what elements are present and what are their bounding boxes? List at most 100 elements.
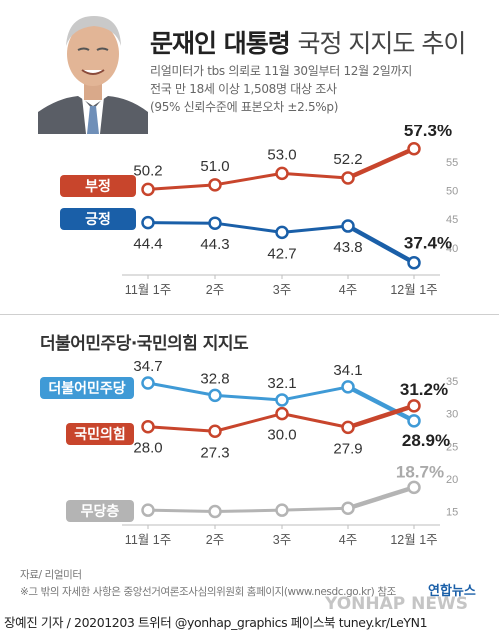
- credit-line: 장예진 기자 / 20201203 트위터 @yonhap_graphics 페…: [4, 615, 428, 630]
- y-tick-label: 50: [446, 186, 458, 198]
- series-name-tag: [66, 500, 134, 522]
- yonhap-logo: 연합뉴스: [428, 584, 476, 599]
- x-tick-label: 4주: [339, 533, 357, 547]
- data-point: [407, 399, 421, 413]
- title-bold: 문재인 대통령: [150, 29, 291, 58]
- data-point: [407, 480, 421, 495]
- data-label: 30.0: [267, 427, 296, 444]
- data-point: [275, 406, 289, 421]
- data-point: [407, 414, 421, 428]
- data-source: 자료/ 리얼미터: [20, 569, 82, 581]
- data-label: 43.8: [333, 239, 362, 256]
- series-name-label: 무당층: [81, 503, 120, 519]
- data-label: 44.3: [200, 236, 229, 253]
- data-label: 27.9: [333, 440, 362, 457]
- party-section-title: 더불어민주당·국민의힘 지지도: [40, 334, 249, 354]
- series-name-label: 국민의힘: [74, 426, 126, 442]
- page-title: 문재인 대통령 국정 지지도 추이: [150, 24, 466, 60]
- data-label: 28.9%: [402, 431, 450, 450]
- x-tick-label: 4주: [339, 283, 357, 297]
- data-point: [208, 178, 222, 192]
- data-label: 51.0: [200, 158, 229, 175]
- data-point: [208, 216, 222, 230]
- data-label: 32.8: [200, 370, 229, 387]
- x-tick-label: 11월 1주: [125, 533, 171, 547]
- data-point: [407, 255, 421, 270]
- data-label: 18.7%: [396, 462, 444, 481]
- data-label: 57.3%: [404, 125, 452, 140]
- data-point: [407, 141, 421, 156]
- data-point: [275, 503, 289, 517]
- y-tick-label: 55: [446, 157, 458, 169]
- data-label: 44.4: [133, 236, 162, 253]
- section-divider: [0, 314, 499, 315]
- series-line-1: [147, 412, 349, 433]
- y-tick-label: 20: [446, 474, 458, 486]
- data-label: 27.3: [200, 444, 229, 461]
- data-point: [141, 215, 155, 230]
- party-support-chart: 35 30 25 20 15 11월 1주 2주 3주 4주 12월 1주 34.7 32.8 32.1…: [40, 360, 458, 547]
- data-point: [275, 166, 289, 181]
- series-line-0: [147, 381, 349, 402]
- series-name-label: 긍정: [85, 211, 111, 227]
- data-label: 31.2%: [400, 380, 448, 399]
- y-tick-label: 15: [446, 506, 458, 518]
- series-name-tag: [40, 377, 134, 399]
- watermark: YONHAP NEWS: [325, 594, 468, 614]
- data-point: [341, 501, 355, 515]
- data-point: [208, 504, 222, 519]
- series-line-last-1: [345, 403, 417, 430]
- data-label: 28.0: [133, 440, 162, 457]
- x-tick-label: 11월 1주: [125, 283, 171, 297]
- data-point: [141, 503, 155, 517]
- x-tick-label: 3주: [273, 533, 291, 547]
- series-name-label: 부정: [85, 178, 111, 194]
- data-point: [341, 171, 355, 185]
- data-label: 34.1: [333, 362, 362, 379]
- footnote: ※그 밖의 자세한 사항은 중앙선거여론조사심의위원회 홈페이지(www.nes…: [20, 586, 396, 598]
- y-tick-label: 30: [446, 409, 458, 421]
- title-light: 국정 지지도 추이: [297, 29, 466, 58]
- x-tick-label: 12월 1주: [390, 283, 437, 297]
- x-tick-label: 12월 1주: [390, 533, 437, 547]
- data-point: [141, 376, 155, 390]
- x-tick-label: 2주: [206, 533, 224, 547]
- series-line-last-0: [345, 384, 417, 424]
- series-name-label: 더불어민주당: [48, 380, 125, 396]
- survey-info-line-2: 전국 만 18세 이상 1,508명 대상 조사: [150, 82, 337, 96]
- data-label: 53.0: [267, 146, 296, 163]
- president-portrait: [38, 2, 148, 134]
- survey-info-line-3: (95% 신뢰수준에 표본오차 ±2.5%p): [150, 100, 339, 114]
- series-line-last-1: [345, 223, 417, 265]
- series-name-tag: [60, 208, 136, 230]
- x-tick-label: 2주: [206, 283, 224, 297]
- x-tick-label: 3주: [273, 283, 291, 297]
- data-point: [341, 219, 355, 233]
- data-label: 50.2: [133, 162, 162, 179]
- series-line-0: [147, 171, 349, 191]
- y-tick-label: 40: [446, 243, 458, 255]
- data-point: [275, 225, 289, 240]
- data-label: 52.2: [333, 151, 362, 168]
- y-tick-label: 25: [446, 441, 458, 453]
- series-name-tag: [60, 175, 136, 197]
- data-label: 32.1: [267, 375, 296, 392]
- data-point: [341, 420, 355, 435]
- y-tick-label: 45: [446, 214, 458, 226]
- data-label: 42.7: [267, 245, 296, 262]
- series-name-tag: [66, 423, 134, 445]
- series-line-1: [147, 221, 349, 234]
- approval-chart: 55 50 45 40 11월 1주 2주 3주 4주 12월 1주 50.2 51.0 53.0 52…: [60, 125, 458, 297]
- data-label: 34.7: [133, 360, 162, 375]
- data-point: [341, 380, 355, 394]
- series-line-last-0: [345, 146, 417, 181]
- data-point: [208, 424, 222, 439]
- y-tick-label: 35: [446, 376, 458, 388]
- series-line-2: [147, 506, 349, 513]
- data-point: [275, 393, 289, 407]
- data-point: [141, 419, 155, 434]
- data-label: 37.4%: [404, 234, 452, 253]
- survey-info-line-1: 리얼미터가 tbs 의뢰로 11월 30일부터 12월 2일까지: [150, 64, 412, 78]
- series-line-last-2: [345, 485, 417, 511]
